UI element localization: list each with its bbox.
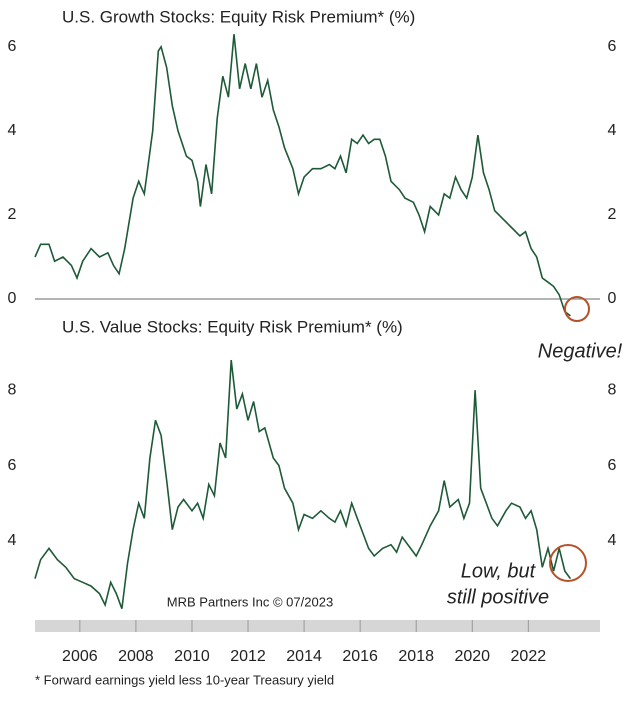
highlight-circle <box>564 296 590 322</box>
x-tick-label: 2012 <box>230 648 266 665</box>
data-line <box>34 360 572 609</box>
x-tick-label: 2022 <box>511 648 547 665</box>
x-tick-label: 2018 <box>398 648 434 665</box>
y-tick-label: 4 <box>8 122 17 139</box>
y-tick-label: 8 <box>8 381 17 398</box>
x-tick-label: 2014 <box>286 648 322 665</box>
y-tick-label: 2 <box>608 206 617 223</box>
y-tick-label: 8 <box>608 381 617 398</box>
source: MRB Partners Inc © 07/2023 <box>167 594 333 609</box>
footnote: * Forward earnings yield less 10-year Tr… <box>35 672 334 687</box>
x-tick-label: 2006 <box>62 648 98 665</box>
y-tick-label: 6 <box>8 457 17 474</box>
y-tick-label: 0 <box>8 290 17 307</box>
x-axis-band <box>35 620 600 632</box>
annotation: still positive <box>447 586 549 608</box>
x-tick-label: 2008 <box>118 648 154 665</box>
annotation: Low, but <box>461 560 537 582</box>
data-line <box>34 34 571 317</box>
y-tick-label: 4 <box>608 122 617 139</box>
y-tick-label: 4 <box>608 532 617 549</box>
y-tick-label: 2 <box>8 206 17 223</box>
highlight-circle <box>549 544 587 582</box>
x-tick-label: 2010 <box>174 648 210 665</box>
chart-title: U.S. Value Stocks: Equity Risk Premium* … <box>62 317 403 336</box>
y-tick-label: 0 <box>608 290 617 307</box>
y-tick-label: 6 <box>608 457 617 474</box>
annotation: Negative! <box>538 340 623 362</box>
x-tick-label: 2020 <box>454 648 490 665</box>
y-tick-label: 6 <box>8 38 17 55</box>
y-tick-label: 6 <box>608 38 617 55</box>
x-tick-label: 2016 <box>342 648 378 665</box>
y-tick-label: 4 <box>8 532 17 549</box>
chart-title: U.S. Growth Stocks: Equity Risk Premium*… <box>62 7 415 26</box>
